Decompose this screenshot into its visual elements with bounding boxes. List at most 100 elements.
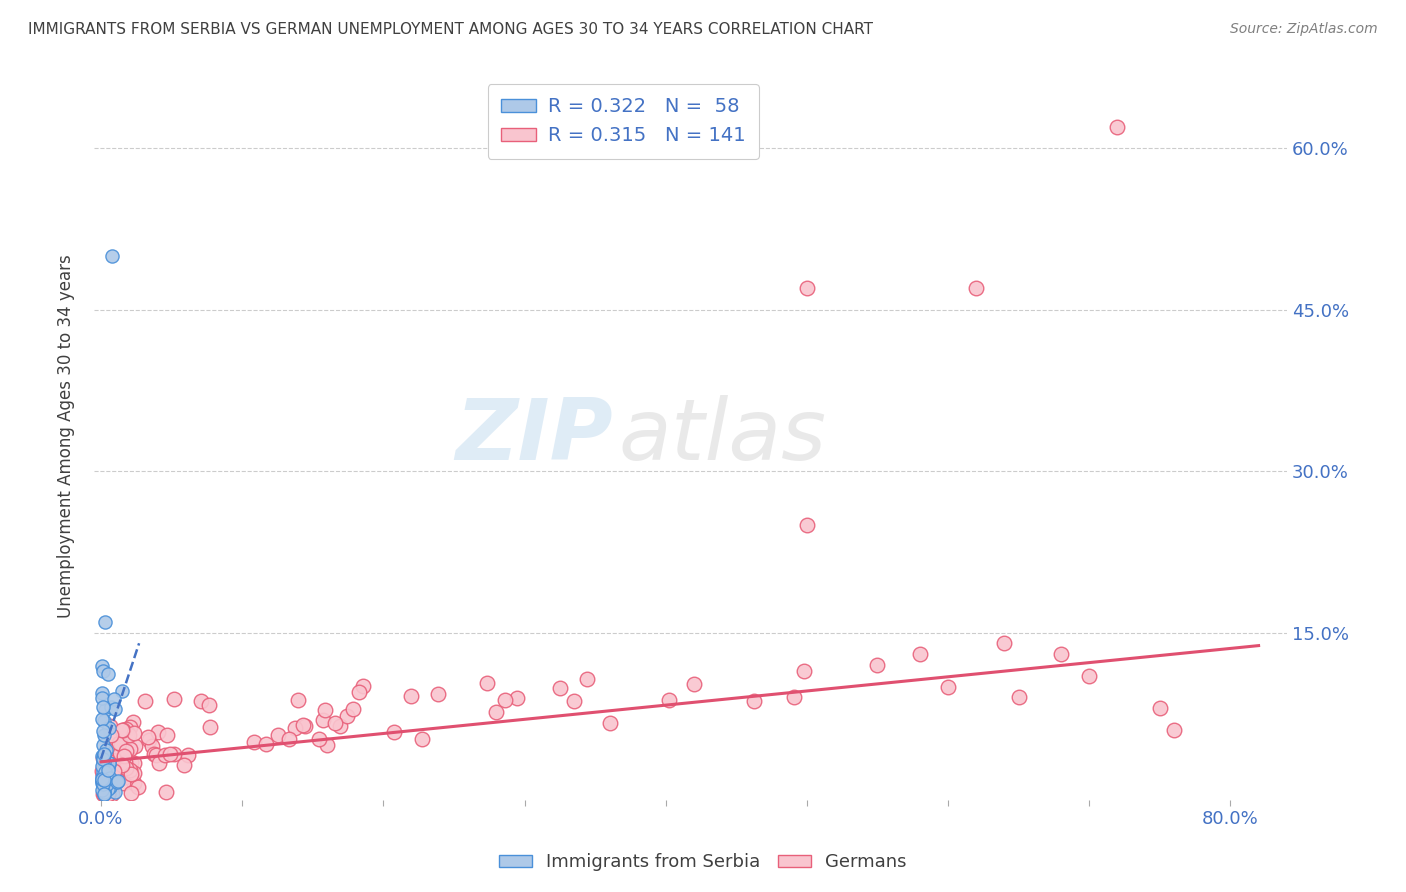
Point bbox=[97, 756, 120, 770]
Point bbox=[742, 694, 765, 708]
Point bbox=[100, 759, 122, 773]
Point bbox=[110, 737, 132, 751]
Point bbox=[1050, 647, 1073, 661]
Point bbox=[90, 712, 112, 726]
Point bbox=[108, 736, 131, 750]
Point bbox=[90, 776, 112, 790]
Point bbox=[312, 714, 335, 728]
Point bbox=[94, 769, 117, 783]
Point bbox=[122, 766, 145, 780]
Point bbox=[94, 743, 117, 757]
Point bbox=[97, 763, 120, 777]
Point bbox=[91, 751, 114, 765]
Point bbox=[314, 703, 336, 717]
Point bbox=[103, 764, 125, 778]
Point bbox=[163, 692, 186, 706]
Point bbox=[93, 761, 115, 775]
Point bbox=[120, 756, 142, 770]
Point bbox=[110, 757, 132, 772]
Point bbox=[190, 694, 212, 708]
Point bbox=[91, 754, 114, 768]
Point bbox=[411, 731, 433, 746]
Point bbox=[90, 686, 112, 700]
Point bbox=[1007, 690, 1029, 705]
Point bbox=[120, 786, 142, 800]
Point bbox=[316, 738, 339, 752]
Point bbox=[145, 747, 167, 762]
Point bbox=[347, 685, 370, 699]
Point bbox=[100, 700, 122, 714]
Point bbox=[93, 787, 115, 801]
Point bbox=[91, 723, 114, 738]
Point bbox=[91, 738, 114, 752]
Point bbox=[1107, 120, 1129, 134]
Point bbox=[382, 725, 405, 739]
Point bbox=[94, 615, 117, 629]
Point bbox=[103, 749, 125, 764]
Point bbox=[93, 787, 115, 801]
Point bbox=[94, 703, 117, 717]
Point bbox=[98, 718, 121, 732]
Point bbox=[93, 728, 115, 742]
Text: ZIP: ZIP bbox=[456, 395, 613, 478]
Point bbox=[91, 664, 114, 678]
Point bbox=[115, 744, 138, 758]
Text: IMMIGRANTS FROM SERBIA VS GERMAN UNEMPLOYMENT AMONG AGES 30 TO 34 YEARS CORRELAT: IMMIGRANTS FROM SERBIA VS GERMAN UNEMPLO… bbox=[28, 22, 873, 37]
Point bbox=[993, 636, 1015, 650]
Point bbox=[103, 772, 125, 786]
Point bbox=[1163, 723, 1185, 737]
Point bbox=[866, 657, 889, 672]
Point bbox=[156, 728, 179, 742]
Point bbox=[93, 784, 115, 798]
Point bbox=[308, 732, 330, 747]
Point bbox=[93, 747, 115, 761]
Point bbox=[599, 716, 621, 731]
Point bbox=[120, 767, 142, 781]
Point bbox=[118, 741, 141, 756]
Y-axis label: Unemployment Among Ages 30 to 34 years: Unemployment Among Ages 30 to 34 years bbox=[58, 254, 75, 618]
Point bbox=[96, 777, 118, 791]
Point bbox=[284, 721, 307, 735]
Point bbox=[91, 773, 114, 788]
Point bbox=[93, 714, 115, 728]
Point bbox=[104, 731, 127, 745]
Point bbox=[352, 680, 374, 694]
Point bbox=[90, 748, 112, 763]
Point bbox=[292, 718, 315, 732]
Point bbox=[90, 759, 112, 773]
Point bbox=[658, 693, 681, 707]
Point bbox=[127, 780, 149, 795]
Point bbox=[104, 772, 127, 787]
Point bbox=[104, 739, 127, 753]
Point bbox=[242, 735, 264, 749]
Point bbox=[115, 728, 138, 742]
Point bbox=[107, 768, 129, 782]
Point bbox=[1149, 701, 1171, 715]
Point bbox=[548, 681, 571, 696]
Point bbox=[93, 773, 115, 788]
Point bbox=[96, 763, 118, 777]
Point bbox=[104, 764, 127, 778]
Point bbox=[114, 770, 136, 784]
Point bbox=[124, 739, 146, 753]
Point bbox=[93, 785, 115, 799]
Point bbox=[114, 755, 136, 769]
Legend: R = 0.322   N =  58, R = 0.315   N = 141: R = 0.322 N = 58, R = 0.315 N = 141 bbox=[488, 84, 759, 159]
Point bbox=[104, 702, 127, 716]
Point bbox=[153, 748, 176, 763]
Point bbox=[494, 693, 516, 707]
Point bbox=[485, 705, 508, 719]
Point bbox=[103, 691, 125, 706]
Point bbox=[110, 756, 132, 771]
Point bbox=[97, 761, 120, 775]
Point bbox=[111, 723, 134, 738]
Point bbox=[107, 773, 129, 788]
Point bbox=[266, 727, 288, 741]
Point bbox=[142, 747, 165, 761]
Point bbox=[198, 720, 221, 734]
Legend: Immigrants from Serbia, Germans: Immigrants from Serbia, Germans bbox=[492, 847, 914, 879]
Point bbox=[93, 747, 115, 762]
Point bbox=[783, 690, 806, 704]
Point bbox=[101, 249, 124, 263]
Point bbox=[94, 754, 117, 768]
